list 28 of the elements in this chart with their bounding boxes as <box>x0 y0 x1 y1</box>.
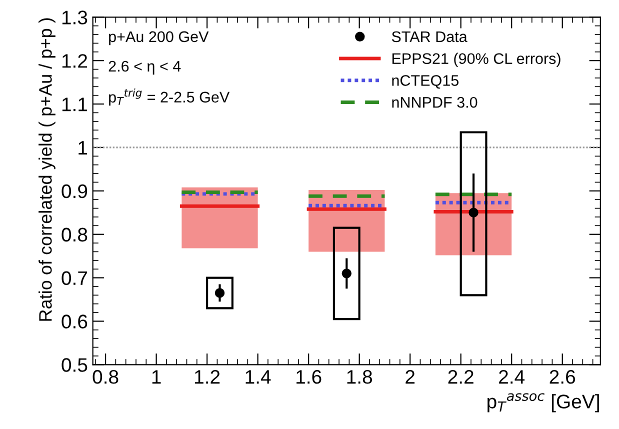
y-tick-label: 1.1 <box>62 98 88 112</box>
y-tick-label: 0.5 <box>62 358 88 372</box>
y-tick-label: 1.2 <box>62 54 88 68</box>
x-tick-label: 1.4 <box>246 370 271 384</box>
x-tick-label: 1.6 <box>296 370 322 384</box>
x-tick-label: 2.2 <box>448 370 474 384</box>
x-tick-label: 2 <box>406 370 415 384</box>
x-tick-label: 2.6 <box>550 370 576 384</box>
x-tick-label: 0.8 <box>92 370 118 384</box>
annotation: 2.6 < η < 4 <box>108 60 181 75</box>
x-axis-title: p$_{T}$$^{assoc}$ [GeV] <box>488 393 599 412</box>
x-tick-label: 2.4 <box>499 370 525 384</box>
y-tick-label: 0.6 <box>62 314 88 328</box>
y-tick-label: 1.3 <box>62 10 88 24</box>
legend-label: STAR Data <box>392 31 468 42</box>
y-tick-label: 1 <box>78 141 88 155</box>
y-tick-label: 0.8 <box>62 228 88 242</box>
legend-label: nNNPDF 3.0 <box>392 96 478 108</box>
legend-label: nCTEQ15 <box>392 75 459 89</box>
annotation: p$_{T}$$^{trig}$ = 2-2.5 GeV <box>109 88 230 106</box>
y-tick-label: 0.7 <box>62 271 88 286</box>
y-axis-title: Ratio of correlated yield ( p+Au / p+p ) <box>38 18 56 321</box>
legend-label: EPPS21 (90% CL errors) <box>392 52 560 68</box>
x-tick-label: 1.2 <box>195 370 220 384</box>
annotation: p+Au 200 GeV <box>109 31 209 46</box>
x-tick-label: 1 <box>152 370 161 384</box>
x-tick-label: 1.8 <box>347 370 372 384</box>
y-tick-label: 0.9 <box>62 184 88 198</box>
